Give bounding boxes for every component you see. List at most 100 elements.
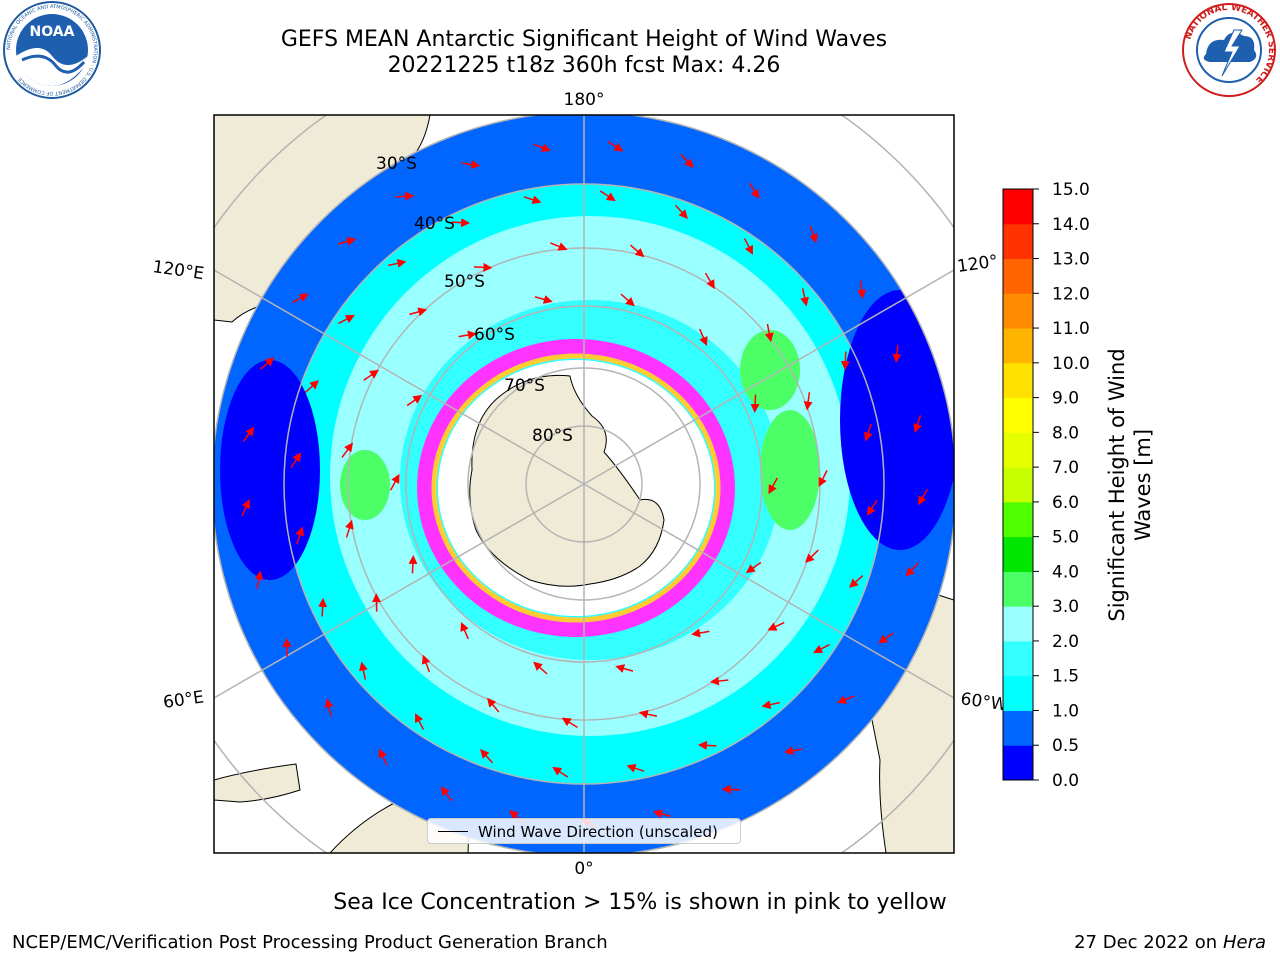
wave-arrow (917, 488, 929, 506)
nws-logo: NATIONAL WEATHER SERVICE (1182, 3, 1276, 97)
footer-date-text: 27 Dec 2022 on (1074, 932, 1218, 953)
map-frame (213, 114, 955, 854)
footer-date: 27 Dec 2022 on Hera (1074, 932, 1266, 953)
wave-arrow (805, 549, 819, 563)
wave-arrow (440, 786, 453, 802)
wave-band-0.0-0.5-west (220, 360, 320, 580)
wave-arrow (338, 315, 355, 325)
wave-arrow (866, 499, 878, 516)
colorbar-tick-label: 10.0 (1052, 354, 1090, 374)
wave-arrow (550, 242, 568, 251)
colorbar-tick-label: 1.5 (1052, 667, 1079, 687)
wave-arrow (800, 288, 810, 307)
wave-arrow (629, 244, 645, 258)
wave-arrow (415, 713, 425, 730)
wave-arrow (533, 661, 548, 675)
wave-arrow (620, 293, 635, 307)
wave-arrow (745, 561, 762, 574)
wave-arrow (748, 182, 760, 199)
wave-arrow (607, 140, 624, 152)
wave-arrow (750, 394, 760, 414)
wave-arrow (892, 344, 902, 364)
colorbar-tick-label: 3.0 (1052, 597, 1079, 617)
wave-arrow (358, 661, 368, 680)
meridian-lines (214, 115, 954, 853)
lon-label-0: 0° (574, 859, 593, 879)
wave-arrow (292, 293, 309, 304)
wave-arrow (615, 664, 634, 673)
wave-arrow (809, 225, 818, 244)
colorbar-tick-label: 14.0 (1052, 215, 1090, 235)
wave-arrow (813, 643, 830, 653)
wave-arrow (561, 717, 578, 728)
wave-arrow (408, 554, 418, 574)
wave-arrow (626, 763, 645, 773)
wave-arrow (389, 473, 400, 491)
lat-label-30s: 30°S (376, 154, 417, 174)
wave-arrow (378, 748, 388, 766)
wave-arrow (473, 262, 493, 272)
colorbar-segment (1003, 536, 1033, 572)
lat-label-60s: 60°S (474, 325, 515, 345)
wave-arrow (534, 295, 553, 304)
colorbar-tick-label: 5.0 (1052, 528, 1079, 548)
wave-arrow (395, 191, 415, 201)
wave-arrow (552, 766, 569, 778)
wave-arrow (487, 697, 500, 713)
wave-arrow (768, 477, 779, 495)
wave-arrow (458, 330, 477, 340)
colorbar-segment (1003, 397, 1033, 433)
wave-band-3.0-4.0-b (760, 410, 820, 530)
wave-arrow (338, 237, 357, 246)
colorbar-tick-label: 4.0 (1052, 562, 1079, 582)
wave-arrow (318, 597, 328, 617)
wave-arrow (460, 621, 469, 640)
wave-arrow (259, 357, 275, 370)
wave-arrow (242, 426, 255, 443)
colorbar-ticks: 0.0 0.5 1.0 1.5 2.0 3.0 4.0 5.0 6.0 7.0 8.0 9.0 10.0… (1033, 180, 1090, 791)
colorbar-segment (1003, 467, 1033, 503)
colorbar-segment (1003, 571, 1033, 607)
noaa-logo: NOAA NATIONAL OCEANIC AND ATMOSPHERIC AD… (3, 1, 101, 99)
wave-arrow (840, 351, 850, 371)
colorbar-title-line2: Waves [m] (1131, 429, 1155, 541)
wave-arrow (857, 280, 867, 299)
wave-arrow (905, 562, 919, 577)
wave-arrow (295, 526, 305, 545)
lat-label-40s: 40°S (414, 214, 455, 234)
colorbar-tick-label: 15.0 (1052, 180, 1090, 200)
legend: Wind Wave Direction (unscaled) (427, 818, 741, 844)
colorbar-segment (1003, 258, 1033, 294)
wave-arrow (878, 632, 894, 644)
colorbar-segment (1003, 501, 1033, 538)
colorbar-tick-label: 2.0 (1052, 632, 1079, 652)
chart-title: GEFS MEAN Antarctic Significant Height o… (280, 27, 888, 52)
wave-arrow (837, 695, 855, 704)
wave-arrow (863, 423, 873, 442)
wave-arrow (691, 628, 710, 638)
colorbar-segment (1003, 189, 1033, 225)
colorbar-segment (1003, 675, 1033, 711)
colorbar-tick-label: 1.0 (1052, 701, 1079, 721)
wave-arrow (304, 380, 319, 394)
wave-arrow (743, 238, 753, 255)
wave-arrow (652, 809, 671, 819)
colorbar-segment (1003, 606, 1033, 642)
wave-arrow (363, 369, 379, 381)
colorbar-tick-label: 11.0 (1052, 319, 1090, 339)
wave-arrow (523, 195, 542, 205)
wave-arrow (697, 740, 717, 750)
wave-arrow (767, 621, 785, 631)
wave-band-0.0-0.5-east (840, 290, 954, 550)
wave-arrow (254, 570, 264, 589)
wave-arrow (764, 323, 774, 343)
colorbar-segment (1003, 223, 1033, 260)
colorbar-segment (1003, 293, 1033, 329)
colorbar-segment (1003, 745, 1033, 781)
wave-arrow (533, 143, 551, 152)
sea-ice-ring (417, 339, 735, 637)
wave-arrow (406, 394, 423, 407)
lon-label-180: 180° (564, 90, 605, 110)
wave-arrow (341, 442, 353, 458)
